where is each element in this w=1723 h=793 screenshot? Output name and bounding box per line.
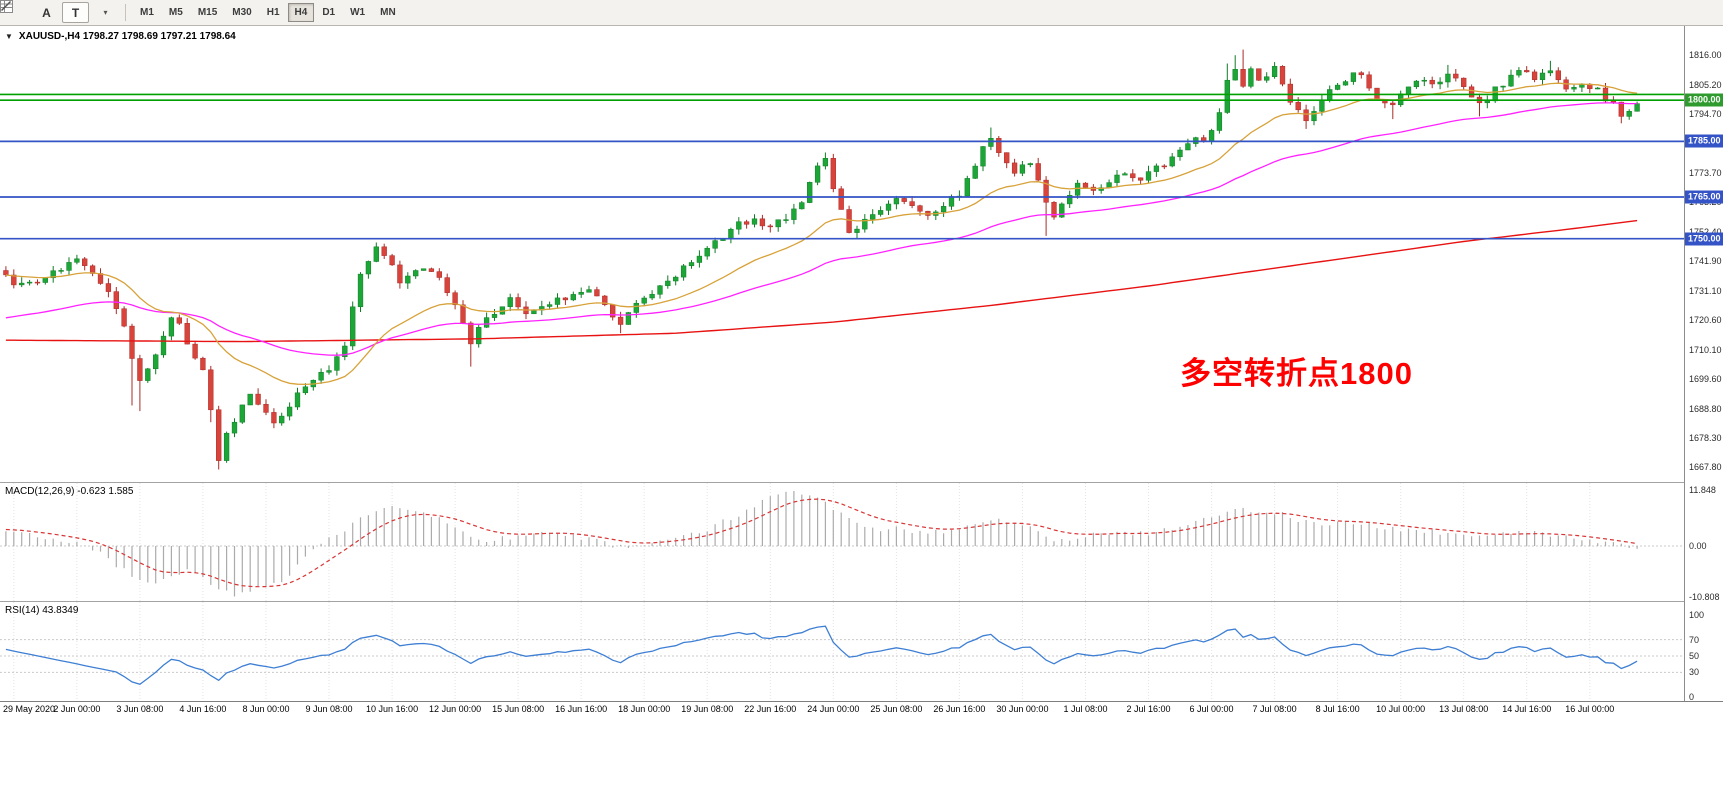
time-axis-label: 29 May 2020 <box>3 704 56 714</box>
timeframe-button-H4[interactable]: H4 <box>287 3 315 22</box>
bottom-area <box>0 716 1723 793</box>
chevron-down-icon: ▾ <box>103 8 108 17</box>
chart-annotation-text[interactable]: 多空转折点1800 <box>1180 356 1413 391</box>
time-axis-label: 8 Jul 16:00 <box>1315 704 1360 714</box>
price-scale-label: 1699.60 <box>1689 373 1722 384</box>
price-scale-label: 1688.80 <box>1689 403 1722 414</box>
price-badge-1785.00: 1785.00 <box>1685 134 1723 148</box>
candlestick-chart[interactable] <box>0 26 1684 482</box>
time-axis-label: 1 Jul 08:00 <box>1063 704 1108 714</box>
time-axis-label: 22 Jun 16:00 <box>744 704 797 714</box>
price-badge-1800.00: 1800.00 <box>1685 93 1723 107</box>
time-axis-label: 9 Jun 08:00 <box>305 704 353 714</box>
price-badge-1765.00: 1765.00 <box>1685 190 1723 204</box>
time-axis-label: 8 Jun 00:00 <box>242 704 290 714</box>
rsi-scale-label: 50 <box>1689 651 1700 661</box>
time-axis-label: 16 Jun 16:00 <box>555 704 608 714</box>
price-scale: 1816.001805.201794.701784.201773.701763.… <box>1684 26 1723 702</box>
label-tool-button[interactable]: T <box>62 2 89 23</box>
rsi-scale-label: 0 <box>1689 692 1695 702</box>
time-axis-label: 10 Jun 16:00 <box>366 704 419 714</box>
time-axis-label: 10 Jul 00:00 <box>1376 704 1426 714</box>
rsi-scale-label: 100 <box>1689 610 1705 620</box>
price-scale-label: 1710.10 <box>1689 344 1722 355</box>
time-axis-label: 14 Jul 16:00 <box>1502 704 1552 714</box>
timeframe-button-MN[interactable]: MN <box>380 7 396 18</box>
price-scale-label: 1773.70 <box>1689 167 1722 178</box>
price-scale-label: 1720.60 <box>1689 315 1722 326</box>
rsi-chart[interactable] <box>0 602 1684 701</box>
time-axis-label: 26 Jun 16:00 <box>933 704 986 714</box>
symbol-info: ▼ XAUUSD-,H4 1798.27 1798.69 1797.21 179… <box>5 31 236 42</box>
time-axis-label: 13 Jul 08:00 <box>1439 704 1489 714</box>
timeframe-button-M5[interactable]: M5 <box>168 7 183 18</box>
macd-scale-label: 0.00 <box>1689 541 1707 551</box>
text-tool-button[interactable]: A <box>42 5 51 20</box>
time-axis-label: 4 Jun 16:00 <box>179 704 227 714</box>
timeframe-button-W1[interactable]: W1 <box>350 7 366 18</box>
time-axis-label: 3 Jun 08:00 <box>116 704 164 714</box>
macd-scale-label: 11.848 <box>1689 485 1716 496</box>
time-axis-label: 2 Jun 00:00 <box>53 704 101 714</box>
time-axis-label: 18 Jun 00:00 <box>618 704 671 714</box>
timeframe-button-M1[interactable]: M1 <box>140 7 154 18</box>
time-axis-label: 30 Jun 00:00 <box>996 704 1049 714</box>
chart-nav-arrow[interactable]: ▼ <box>5 32 13 41</box>
time-axis-label: 6 Jul 00:00 <box>1189 704 1234 714</box>
timeframe-button-D1[interactable]: D1 <box>322 7 336 18</box>
panel-separator[interactable] <box>0 482 1723 483</box>
time-axis-label: 16 Jul 00:00 <box>1565 704 1615 714</box>
main-chart-panel[interactable]: ▼ XAUUSD-,H4 1798.27 1798.69 1797.21 179… <box>0 26 1684 482</box>
line-tool-button[interactable]: ▾ <box>0 0 118 23</box>
price-scale-label: 1805.20 <box>1689 80 1722 91</box>
rsi-scale-label: 30 <box>1689 667 1700 678</box>
symbol-ohlc-text: XAUUSD-,H4 1798.27 1798.69 1797.21 1798.… <box>18 31 236 42</box>
price-scale-label: 1667.80 <box>1689 462 1722 473</box>
macd-scale-label: -10.808 <box>1689 591 1720 602</box>
macd-chart[interactable] <box>0 483 1684 601</box>
timeframe-button-H1[interactable]: H1 <box>266 7 280 18</box>
toolbar-separator <box>125 4 126 21</box>
price-scale-label: 1678.30 <box>1689 433 1722 444</box>
time-axis: 29 May 2020 2 Jun 00:00 3 Jun 08:00 4 Jun 1… <box>0 701 1723 717</box>
rsi-panel[interactable]: RSI(14) 43.8349 <box>0 602 1684 701</box>
price-scale-label: 1752.40 <box>1689 227 1722 237</box>
price-scale-label: 1794.70 <box>1689 109 1722 120</box>
macd-label: MACD(12,26,9) -0.623 1.585 <box>5 486 134 497</box>
toolbar: A T ▾ M1 M5 M15 M30 H1 H4 D1 W1 MN <box>0 0 1723 26</box>
time-axis-label: 12 Jun 00:00 <box>429 704 482 714</box>
time-axis-label: 24 Jun 00:00 <box>807 704 860 714</box>
price-badge-1750.00: 1750.00 <box>1685 232 1723 246</box>
timeframe-button-M15[interactable]: M15 <box>197 7 218 18</box>
time-axis-label: 7 Jul 08:00 <box>1252 704 1297 714</box>
time-axis-label: 25 Jun 08:00 <box>870 704 923 714</box>
panel-separator[interactable] <box>0 601 1723 602</box>
rsi-label: RSI(14) 43.8349 <box>5 605 79 616</box>
time-axis-label: 15 Jun 08:00 <box>492 704 545 714</box>
price-scale-label: 1731.10 <box>1689 286 1722 297</box>
rsi-scale-label: 70 <box>1689 634 1700 645</box>
price-scale-label: 1816.00 <box>1689 50 1722 61</box>
timeframe-button-M30[interactable]: M30 <box>232 7 252 18</box>
time-axis-label: 2 Jul 16:00 <box>1126 704 1171 714</box>
time-axis-label: 19 Jun 08:00 <box>681 704 734 714</box>
price-scale-label: 1741.90 <box>1689 256 1722 267</box>
timeframe-group: M1 M5 M15 M30 H1 H4 D1 W1 MN <box>133 3 403 22</box>
macd-panel[interactable]: MACD(12,26,9) -0.623 1.585 <box>0 483 1684 601</box>
